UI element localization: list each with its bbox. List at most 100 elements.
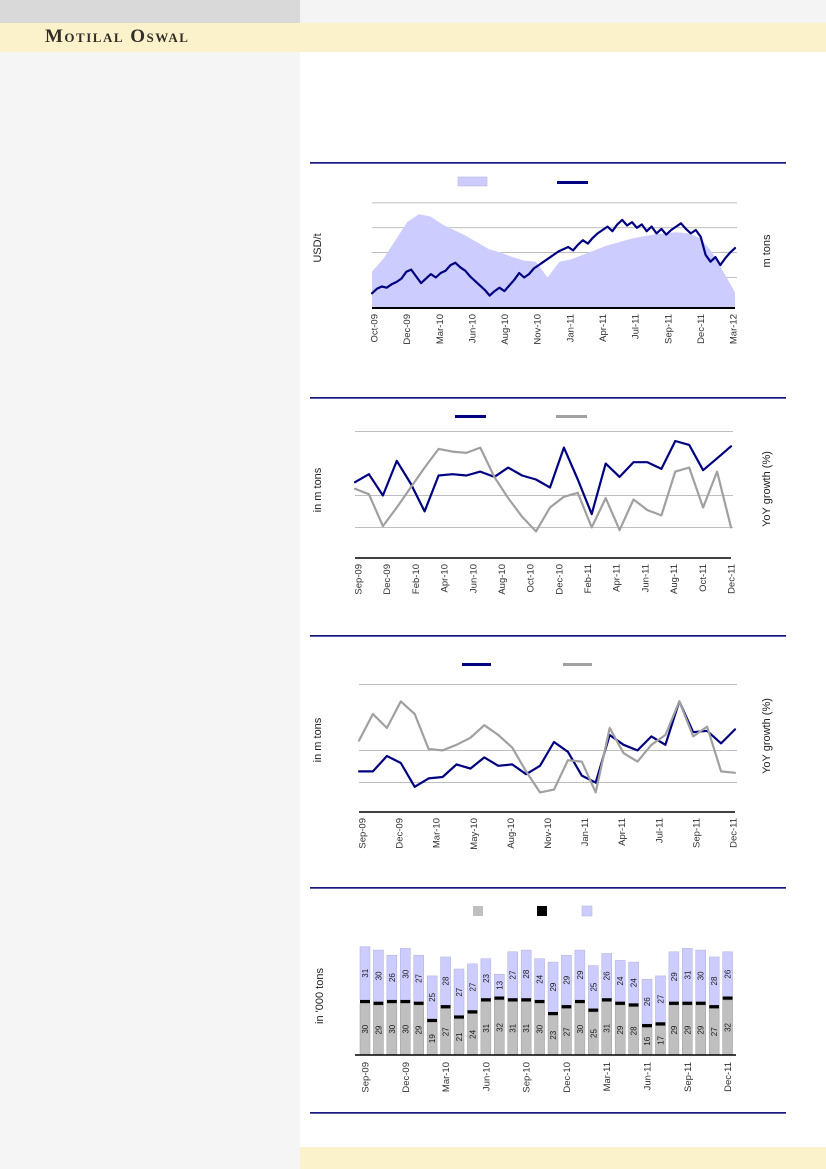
x-tick-label: Jan-11 — [580, 818, 591, 846]
x-tick-label: Dec-09 — [401, 1062, 412, 1093]
x-tick-label: Nov-10 — [543, 818, 554, 849]
legend-swatch — [455, 415, 486, 418]
bar-value-purple: 23 — [482, 973, 491, 982]
left-axis-title: in m tons — [312, 467, 324, 512]
header-strip — [300, 0, 826, 23]
bar-middle-segment — [534, 999, 545, 1004]
bar-value-purple: 28 — [442, 976, 451, 985]
left-margin-panel — [0, 52, 300, 1169]
chart-3: in m tons YoY growth (%) Sep-09 Dec-09 Mar-1… — [310, 635, 786, 850]
bar-middle-segment — [561, 1005, 572, 1009]
bar-middle-segment — [722, 996, 733, 1000]
bar-middle-segment — [709, 1005, 720, 1009]
bar-middle-segment — [628, 1003, 639, 1007]
bar-middle-segment — [467, 1010, 478, 1014]
x-tick-label: Dec-11 — [729, 818, 740, 848]
bar-value-gray: 28 — [630, 1026, 639, 1035]
bar-value-gray: 29 — [616, 1025, 625, 1034]
bar-middle-segment — [494, 996, 505, 1000]
series-shaded-area — [372, 214, 735, 308]
legend-swatch — [462, 663, 491, 666]
bar-value-gray: 25 — [589, 1029, 598, 1038]
bar-value-purple: 29 — [670, 972, 679, 981]
bar-middle-segment — [642, 1024, 653, 1028]
legend-swatch — [457, 176, 488, 187]
bar-value-gray: 30 — [361, 1024, 370, 1033]
x-tick-label: Sep-11 — [663, 314, 674, 344]
series-navy-line — [353, 439, 733, 516]
x-tick-label: Jul-11 — [654, 818, 665, 843]
bar-value-gray: 24 — [468, 1029, 477, 1038]
bar-value-purple: 27 — [656, 994, 665, 1003]
x-tick-label: Aug-11 — [669, 564, 680, 594]
x-tick-label: Dec-10 — [562, 1062, 573, 1093]
bar-top-segment — [400, 948, 411, 1001]
x-tick-label: Jun-11 — [643, 1062, 654, 1090]
bar-value-purple: 24 — [630, 978, 639, 987]
x-tick-label: Feb-10 — [411, 564, 422, 594]
legend-swatch — [563, 663, 592, 666]
bar-value-gray: 31 — [509, 1023, 518, 1032]
bar-top-segment — [494, 973, 505, 997]
x-tick-label: Sep-09 — [358, 818, 369, 849]
x-tick-label: Mar-11 — [602, 1062, 613, 1091]
x-tick-label: Jan-11 — [565, 314, 576, 342]
x-tick-label: Apr-11 — [598, 314, 609, 342]
bar-value-purple: 26 — [643, 997, 652, 1006]
bar-middle-segment — [695, 1001, 706, 1006]
x-tick-label: Jun-10 — [481, 1062, 492, 1091]
bar-middle-segment — [574, 999, 585, 1004]
x-tick-label: Mar-10 — [432, 818, 443, 848]
bar-value-gray: 30 — [576, 1024, 585, 1033]
bar-value-gray: 31 — [603, 1023, 612, 1032]
left-axis-title: USD/t — [312, 233, 324, 262]
bar-value-gray: 32 — [724, 1022, 733, 1031]
bar-middle-segment — [507, 998, 518, 1002]
x-tick-label: Dec-10 — [554, 564, 565, 595]
series-price-line — [370, 218, 737, 297]
bar-middle-segment — [360, 999, 370, 1004]
chart-top-rule — [310, 887, 786, 889]
x-tick-label: Oct-10 — [526, 564, 537, 593]
bar-middle-segment — [588, 1008, 599, 1012]
x-tick-label: Sep-09 — [361, 1062, 372, 1093]
bar-middle-segment — [386, 999, 397, 1004]
bar-middle-segment — [548, 1012, 559, 1016]
series-gray-line — [357, 700, 737, 794]
bar-value-gray: 29 — [670, 1025, 679, 1034]
x-tick-label: Mar-12 — [729, 314, 740, 344]
footer-band — [300, 1147, 826, 1169]
x-tick-label: Dec-11 — [726, 564, 737, 594]
bar-value-purple: 26 — [388, 973, 397, 982]
bar-value-purple: 29 — [576, 970, 585, 979]
bar-middle-segment — [440, 1005, 451, 1009]
bar-top-segment — [534, 958, 545, 1001]
bar-middle-segment — [427, 1018, 438, 1023]
x-tick-label: Jul-11 — [631, 314, 642, 339]
left-axis-title: in m tons — [312, 717, 324, 762]
bar-middle-segment — [521, 998, 532, 1002]
brand-band: Motilal Oswal — [0, 23, 826, 52]
x-tick-label: Dec-09 — [402, 314, 413, 345]
x-tick-label: Dec-11 — [696, 314, 707, 344]
chart-top-rule — [310, 397, 786, 399]
x-tick-label: Apr-11 — [612, 564, 623, 592]
x-tick-label: Oct-09 — [370, 314, 381, 343]
bar-middle-segment — [615, 1001, 626, 1006]
bar-value-purple: 26 — [603, 971, 612, 980]
x-tick-label: Dec-09 — [395, 818, 406, 849]
bar-value-gray: 23 — [549, 1030, 558, 1039]
chart-1: USD/t m tons Oct-09 Dec-09 Mar-10 Jun-10 Aug-1… — [310, 162, 786, 345]
x-tick-label: Jun-11 — [640, 564, 651, 592]
legend-swatch — [581, 905, 593, 917]
bar-value-purple: 25 — [589, 982, 598, 991]
bar-value-gray: 29 — [374, 1025, 383, 1034]
chart-top-rule — [310, 635, 786, 637]
bar-value-purple: 27 — [468, 982, 477, 991]
bar-value-purple: 28 — [710, 976, 719, 985]
bar-middle-segment — [373, 1001, 384, 1006]
bar-value-purple: 26 — [724, 969, 733, 978]
x-tick-label: Dec-11 — [723, 1062, 734, 1092]
bar-value-purple: 31 — [683, 970, 692, 979]
